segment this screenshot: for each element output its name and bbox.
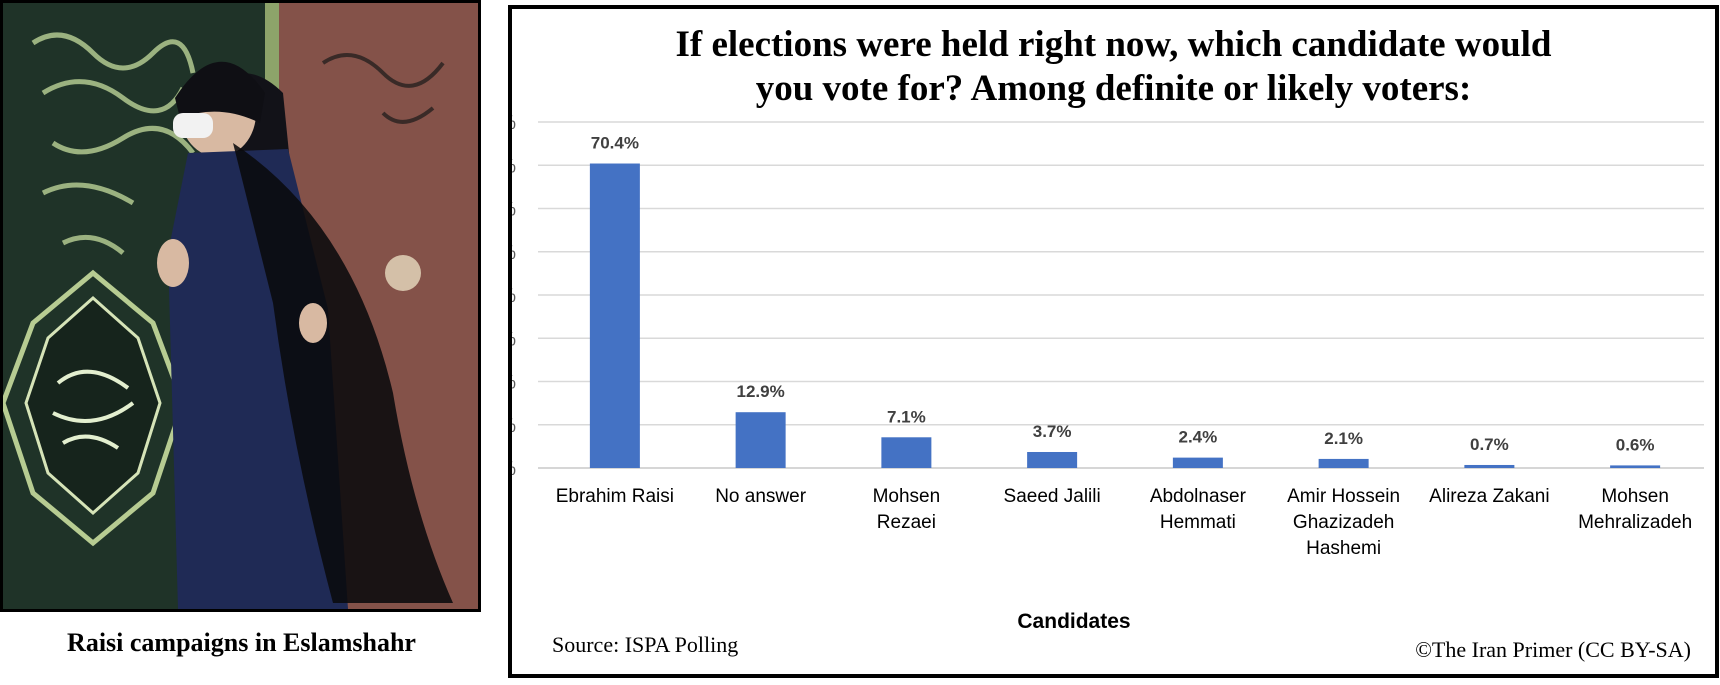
data-labels: 70.4% 12.9% 7.1% 3.7% 2.4% 2.1% 0.7% 0.6%	[591, 134, 1655, 455]
data-label: 3.7%	[1033, 422, 1072, 441]
x-category-label: Hemmati	[1160, 512, 1236, 533]
data-label: 0.7%	[1470, 435, 1509, 454]
x-category-label: Hashemi	[1306, 538, 1381, 559]
campaign-photo	[0, 0, 481, 612]
data-label: 12.9%	[737, 382, 785, 401]
bar	[881, 437, 932, 468]
bar	[735, 412, 786, 468]
bar	[1027, 451, 1078, 468]
x-category-label: Ebrahim Raisi	[556, 486, 674, 507]
data-label: 7.1%	[887, 407, 926, 426]
bar-chart: 0% 10% 20% 30% 40% 50% 60% 70% 80% 70.4% 12.9% 7.1…	[512, 113, 1704, 633]
x-category-label: No answer	[715, 486, 806, 507]
data-label: 2.1%	[1324, 429, 1363, 448]
data-label: 0.6%	[1616, 435, 1655, 454]
data-label: 2.4%	[1179, 428, 1218, 447]
y-tick-label: 80%	[512, 113, 516, 134]
bar	[1172, 457, 1223, 468]
bar	[1318, 458, 1369, 468]
y-tick-label: 60%	[512, 200, 516, 221]
copyright-note: ©The Iran Primer (CC BY-SA)	[1415, 637, 1691, 662]
chart-title-line-1: If elections were held right now, which …	[675, 24, 1552, 65]
x-category-label: Alireza Zakani	[1429, 486, 1549, 507]
chart-title: If elections were held right now, which …	[512, 23, 1715, 111]
photo-caption: Raisi campaigns in Eslamshahr	[67, 628, 416, 657]
x-axis-categories: Ebrahim Raisi No answer Mohsen Rezaei Saeed …	[556, 486, 1692, 559]
x-axis-title: Candidates	[1017, 610, 1130, 633]
chart-panel: If elections were held right now, which …	[508, 5, 1719, 678]
y-axis-ticks: 0% 10% 20% 30% 40% 50% 60% 70% 80%	[512, 113, 516, 480]
bar	[589, 163, 640, 468]
y-tick-label: 40%	[512, 286, 516, 307]
y-tick-label: 20%	[512, 373, 516, 394]
x-category-label: Saeed Jalili	[1004, 486, 1101, 507]
x-category-label: Mehralizadeh	[1578, 512, 1692, 533]
chart-title-line-2: you vote for? Among definite or likely v…	[755, 68, 1472, 109]
y-tick-label: 50%	[512, 243, 516, 264]
x-category-label: Ghazizadeh	[1293, 512, 1394, 533]
x-category-label: Abdolnaser	[1150, 486, 1247, 507]
bars	[589, 163, 1661, 468]
gridlines	[538, 121, 1704, 469]
x-category-label: Amir Hossein	[1287, 486, 1400, 507]
y-tick-label: 10%	[512, 416, 516, 437]
data-label: 70.4%	[591, 134, 639, 153]
y-tick-label: 0%	[512, 459, 516, 480]
y-tick-label: 70%	[512, 156, 516, 177]
photo-illustration	[3, 3, 478, 609]
x-category-label: Rezaei	[877, 512, 936, 533]
y-tick-label: 30%	[512, 329, 516, 350]
x-category-label: Mohsen	[873, 486, 941, 507]
bar	[1464, 464, 1515, 468]
bar	[1610, 465, 1661, 468]
x-category-label: Mohsen	[1601, 486, 1669, 507]
source-note: Source: ISPA Polling	[552, 632, 739, 657]
